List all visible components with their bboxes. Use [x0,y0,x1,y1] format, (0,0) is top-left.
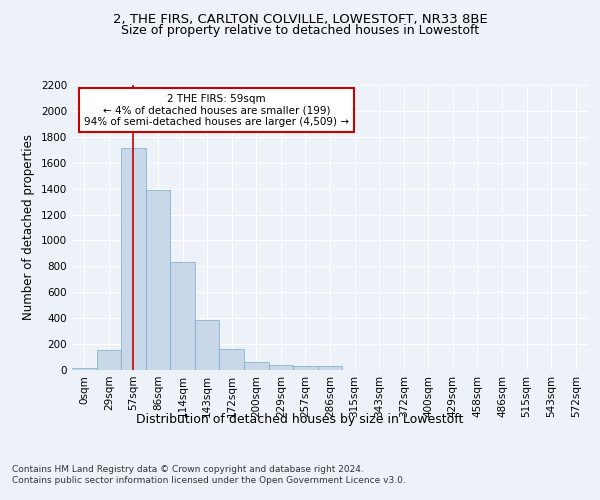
Bar [244,362,269,370]
Bar [97,350,121,370]
Bar [220,350,244,370]
Bar [195,320,220,370]
Text: 2 THE FIRS: 59sqm
← 4% of detached houses are smaller (199)
94% of semi-detached: 2 THE FIRS: 59sqm ← 4% of detached house… [84,94,349,126]
Text: Size of property relative to detached houses in Lowestoft: Size of property relative to detached ho… [121,24,479,37]
Text: 2, THE FIRS, CARLTON COLVILLE, LOWESTOFT, NR33 8BE: 2, THE FIRS, CARLTON COLVILLE, LOWESTOFT… [113,12,487,26]
Bar [146,190,170,370]
Bar [170,262,195,370]
Text: Contains HM Land Registry data © Crown copyright and database right 2024.: Contains HM Land Registry data © Crown c… [12,465,364,474]
Text: Contains public sector information licensed under the Open Government Licence v3: Contains public sector information licen… [12,476,406,485]
Bar [121,148,146,370]
Bar [293,366,318,370]
Bar [318,366,342,370]
Y-axis label: Number of detached properties: Number of detached properties [22,134,35,320]
Bar [72,368,97,370]
Text: Distribution of detached houses by size in Lowestoft: Distribution of detached houses by size … [136,412,464,426]
Bar [269,365,293,370]
